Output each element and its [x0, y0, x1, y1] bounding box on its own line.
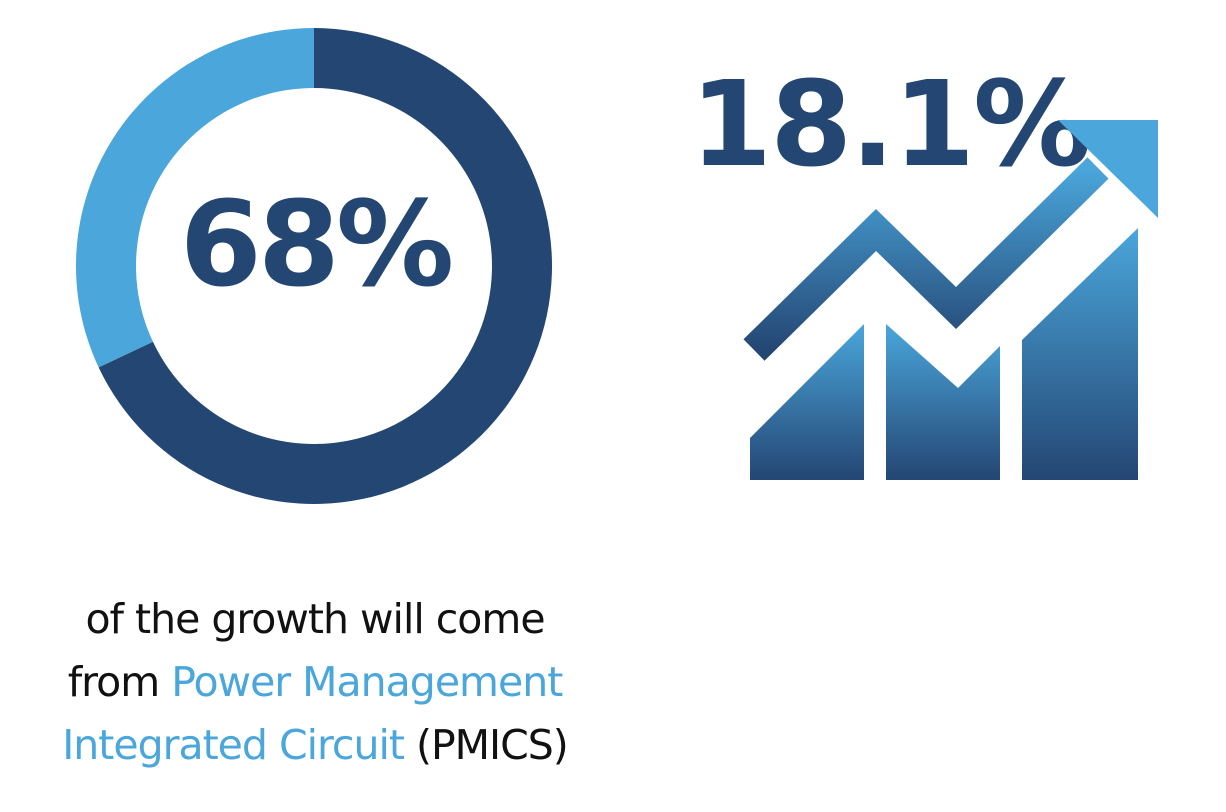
growth-rate-value: 18.1%	[690, 55, 1091, 193]
growth-bar-1	[750, 324, 864, 480]
caption-text: (PMICS)	[403, 721, 569, 769]
growth-bar-3	[1022, 228, 1138, 480]
donut-slice-2	[75, 28, 314, 368]
caption-text: from	[67, 658, 172, 706]
donut-slices	[75, 28, 553, 504]
caption-line-2: from Power Management	[0, 651, 630, 714]
share-donut-chart	[75, 28, 553, 504]
caption: of the growth will come from Power Manag…	[0, 588, 630, 777]
caption-highlight: Integrated Circuit	[62, 721, 405, 769]
growth-arrow-head	[1058, 120, 1158, 218]
growth-trend-line	[743, 157, 1109, 361]
caption-highlight: Power Management	[171, 658, 563, 706]
caption-line-1: of the growth will come	[85, 595, 545, 643]
rising-bar-chart-arrow-icon	[743, 120, 1158, 480]
donut-center-value: 68%	[179, 175, 454, 313]
caption-line-3: Integrated Circuit (PMICS)	[0, 714, 630, 777]
growth-bar-2	[886, 324, 1000, 480]
